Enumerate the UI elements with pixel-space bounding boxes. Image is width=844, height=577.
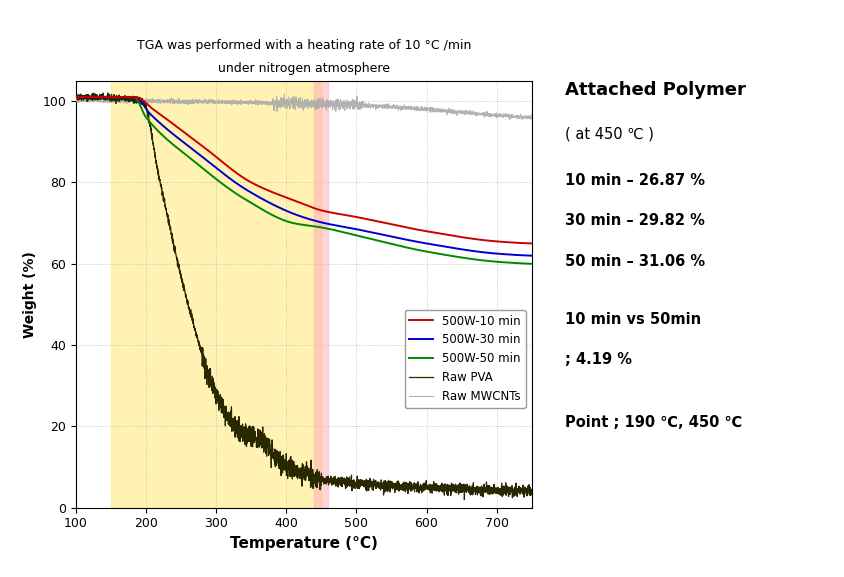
Text: Point ; 190 ℃, 450 ℃: Point ; 190 ℃, 450 ℃ xyxy=(565,415,743,430)
Legend: 500W-10 min, 500W-30 min, 500W-50 min, Raw PVA, Raw MWCNTs: 500W-10 min, 500W-30 min, 500W-50 min, R… xyxy=(404,310,526,408)
Text: TGA was performed with a heating rate of 10 °C /min: TGA was performed with a heating rate of… xyxy=(137,39,471,52)
Text: 10 min vs 50min: 10 min vs 50min xyxy=(565,312,701,327)
Bar xyxy=(314,81,328,508)
X-axis label: Temperature (°C): Temperature (°C) xyxy=(230,536,378,551)
Text: under nitrogen atmosphere: under nitrogen atmosphere xyxy=(218,62,390,75)
Bar xyxy=(111,81,322,508)
Text: 30 min – 29.82 %: 30 min – 29.82 % xyxy=(565,213,706,228)
Text: 10 min – 26.87 %: 10 min – 26.87 % xyxy=(565,173,706,188)
Text: Attached Polymer: Attached Polymer xyxy=(565,81,746,99)
Text: ( at 450 ℃ ): ( at 450 ℃ ) xyxy=(565,127,654,142)
Text: 50 min – 31.06 %: 50 min – 31.06 % xyxy=(565,254,706,269)
Text: ; 4.19 %: ; 4.19 % xyxy=(565,352,632,367)
Y-axis label: Weight (%): Weight (%) xyxy=(23,251,37,338)
